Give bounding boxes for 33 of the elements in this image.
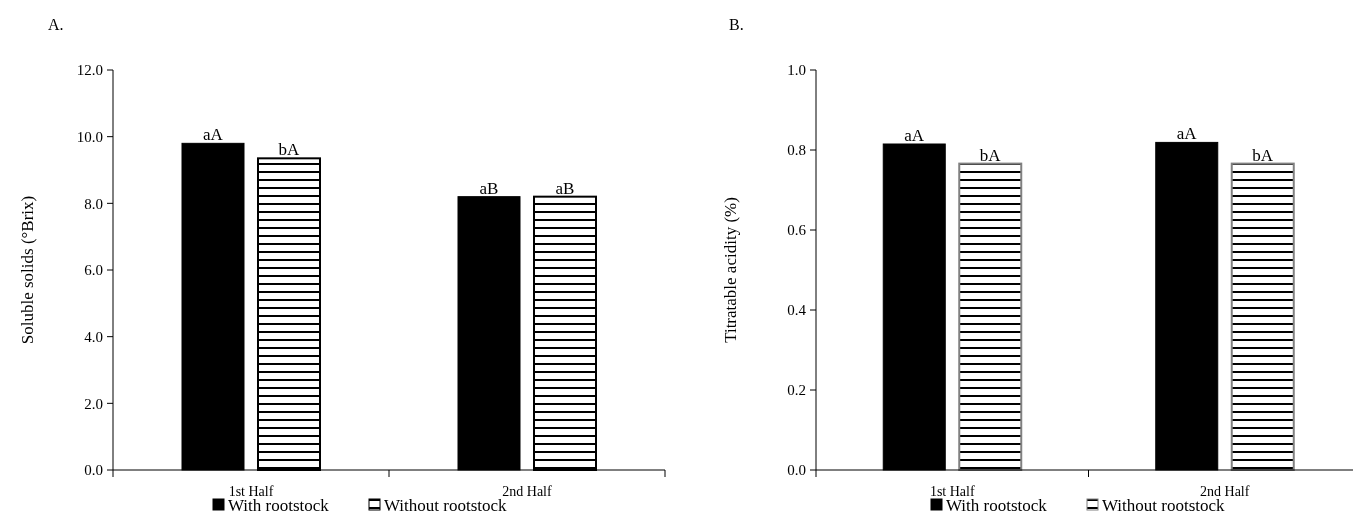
- legend-label: Without rootstock: [384, 496, 508, 515]
- y-tick-label: 0.2: [787, 382, 806, 399]
- y-tick-label: 0.8: [787, 142, 806, 159]
- annotation: bA: [278, 140, 301, 160]
- annotation: bA: [979, 145, 1002, 165]
- annotation: aA: [904, 126, 925, 145]
- x-tick-label: 2nd Half: [1200, 484, 1250, 499]
- y-tick-label: 1.0: [787, 62, 806, 79]
- y-tick-label: 12.0: [76, 62, 103, 79]
- y-tick-label: 10.0: [76, 128, 103, 145]
- annotation: aA: [1176, 124, 1198, 144]
- y-tick-label: 8.0: [84, 195, 103, 212]
- annotation: aA: [203, 125, 224, 145]
- x-tick-label: 1st Half: [929, 484, 975, 499]
- y-tick-label: 4.0: [84, 328, 103, 345]
- annotation: aB: [555, 178, 575, 198]
- legend-label: Without rootstock: [1102, 496, 1226, 515]
- legend-label: With rootstock: [228, 496, 330, 515]
- y-tick-label: 0.6: [787, 222, 807, 239]
- y-tick-label: 2.0: [84, 395, 103, 412]
- annotation: aB: [479, 178, 499, 198]
- x-tick-label: 2nd Half: [502, 484, 553, 499]
- y-tick-label: 0.0: [84, 462, 103, 479]
- y-tick-label: 0.0: [787, 462, 806, 479]
- chart-title: A.: [48, 16, 64, 33]
- y-tick-label: 0.4: [787, 302, 807, 319]
- annotation: bA: [1252, 145, 1274, 165]
- x-tick-label: 1st Half: [228, 484, 274, 499]
- legend-label: With rootstock: [946, 496, 1048, 515]
- y-axis-title: Titratable acidity (%): [721, 197, 740, 343]
- chart-title: B.: [729, 16, 744, 33]
- y-tick-label: 6.0: [84, 262, 103, 279]
- y-axis-title: Soluble solids (°Brix): [18, 195, 37, 345]
